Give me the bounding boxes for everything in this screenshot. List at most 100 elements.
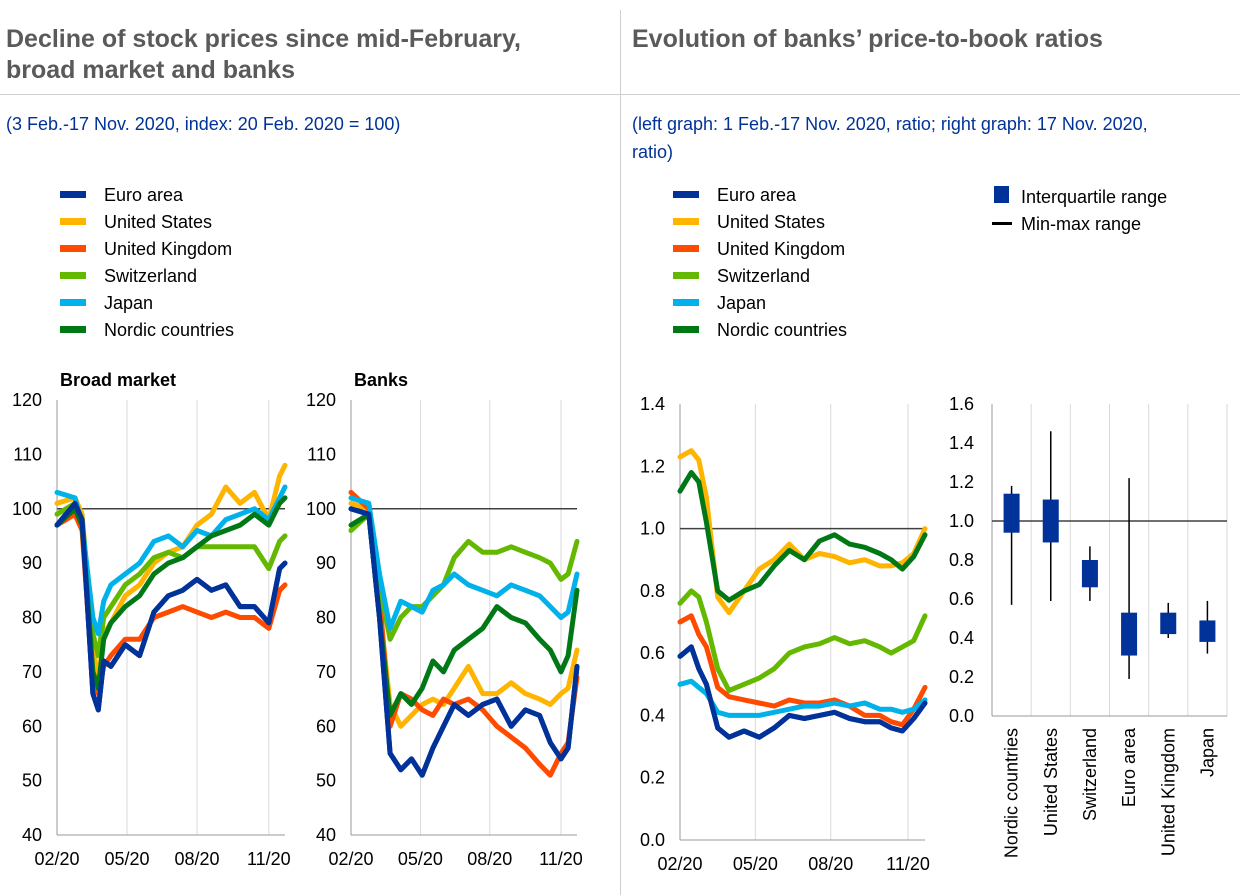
y-tick-label: 120 [12,390,42,410]
y-tick-label: 40 [316,825,336,845]
chart-title: Broad market [60,370,176,390]
series-line-united-kingdom [677,613,928,728]
chart-title: Banks [354,370,408,390]
line-chart-1: 40 50 60 70 80 90 100 110 120 02/20 05/20 08/20 11/2… [306,370,583,869]
legend-swatch [673,299,699,306]
y-tick-label: 50 [22,771,42,791]
y-tick-label: 1.4 [640,394,665,414]
legend-label: United States [717,212,826,232]
series-line-japan [348,495,580,631]
right-legend: Euro area United States United Kingdom S… [673,182,893,342]
y-tick-label: 120 [306,390,336,410]
x-tick-label: 08/20 [808,854,853,874]
legend-label: Euro area [717,185,797,205]
legend-label: Japan [104,293,154,313]
right-panel-subtitle: (left graph: 1 Feb.-17 Nov. 2020, ratio;… [632,110,1237,166]
y-tick-label: 0.8 [640,581,665,601]
left-panel-title: Decline of stock prices since mid-Februa… [6,24,606,86]
legend-label: Switzerland [717,266,811,286]
x-tick-label: 08/20 [175,849,220,869]
y-tick-label: 0.6 [640,643,665,663]
series-line-switzerland [677,588,928,693]
legend-swatch [60,272,86,279]
x-tick-label: 05/20 [733,854,778,874]
legend-swatch [60,299,86,306]
series-line-switzerland [54,500,288,659]
right-panel-subtitle-line1: (left graph: 1 Feb.-17 Nov. 2020, ratio;… [632,114,1148,134]
left-panel-subtitle: (3 Feb.-17 Nov. 2020, index: 20 Feb. 202… [6,114,401,134]
category-label-euro-area: Euro area [1119,727,1139,807]
x-tick-label: 08/20 [467,849,512,869]
interquartile-swatch [994,186,1009,203]
line-chart-0: 40 50 60 70 80 90 100 110 120 02/20 05/20 08/20 11/2… [12,370,291,869]
y-tick-label: 60 [22,716,42,736]
y-tick-label: 90 [316,553,336,573]
interquartile-box-nordic-countries [1003,493,1020,533]
series-line-euro-area-top [54,500,288,713]
category-label-nordic-countries: Nordic countries [1002,728,1022,858]
x-tick-label: 02/20 [657,854,702,874]
legend-label: Switzerland [104,266,198,286]
y-tick-label: 0.0 [640,830,665,850]
legend-swatch [60,191,86,198]
category-label-united-states: United States [1041,728,1061,836]
category-label-switzerland: Switzerland [1080,728,1100,821]
interquartile-label: Interquartile range [1021,187,1168,207]
y-tick-label: 100 [12,499,42,519]
y-tick-label: 60 [316,716,336,736]
y-tick-label: 50 [316,771,336,791]
series-line-nordic-countries [677,470,928,603]
legend-label: Nordic countries [104,320,235,340]
left-panel-title-line1: Decline of stock prices since mid-Februa… [6,25,521,53]
y-tick-label: 100 [306,499,336,519]
left-panel-title-line2: broad market and banks [6,56,295,84]
y-tick-label: 1.2 [640,456,665,476]
y-tick-label: 0.8 [949,550,974,570]
legend-label: United States [104,212,213,232]
x-tick-label: 11/20 [886,854,930,874]
box-legend: Interquartile range Min-max range [992,184,1232,240]
interquartile-box-united-kingdom [1160,612,1177,635]
minmax-label: Min-max range [1021,214,1142,234]
y-tick-label: 110 [13,444,42,464]
x-tick-label: 02/20 [34,849,79,869]
series-line-euro-area-top [348,506,580,778]
series-line-nordic-countries [348,511,580,718]
y-tick-label: 1.0 [949,511,974,531]
y-tick-label: 0.2 [640,768,665,788]
y-tick-label: 0.4 [949,628,974,648]
legend-label: Japan [717,293,767,313]
series-line-switzerland [348,511,580,642]
interquartile-box-euro-area [1121,612,1138,656]
legend-swatch [60,245,86,252]
y-tick-label: 1.4 [949,433,974,453]
y-tick-label: 0.2 [949,667,974,687]
series-line-euro-area-top [677,644,928,740]
category-label-united-kingdom: United Kingdom [1158,728,1178,856]
legend-label: United Kingdom [717,239,846,259]
right-panel-title: Evolution of banks’ price-to-book ratios [632,25,1103,53]
box-chart: 0.0 0.2 0.4 0.6 0.8 1.0 1.2 1.4 1.6 Nordic countr… [949,394,1228,858]
y-tick-label: 90 [22,553,42,573]
left-legend: Euro area United States United Kingdom S… [60,182,280,342]
interquartile-box-japan [1199,620,1216,642]
line-chart-2: 0.0 0.2 0.4 0.6 0.8 1.0 1.2 1.4 02/20 05/20 08/20 1… [640,394,930,874]
series-line-united-states [677,448,928,616]
legend-swatch [673,191,699,198]
interquartile-box-united-states [1042,499,1059,543]
y-tick-label: 110 [307,444,336,464]
interquartile-box-switzerland [1081,560,1098,588]
x-tick-label: 02/20 [328,849,373,869]
y-tick-label: 0.0 [949,706,974,726]
header-divider [0,94,1240,95]
series-line-japan [54,484,288,637]
x-tick-label: 05/20 [398,849,443,869]
legend-swatch [673,218,699,225]
y-tick-label: 40 [22,825,42,845]
legend-swatch [673,326,699,333]
legend-label: Euro area [104,185,184,205]
y-tick-label: 80 [22,608,42,628]
y-tick-label: 0.6 [949,589,974,609]
x-tick-label: 11/20 [539,849,583,869]
